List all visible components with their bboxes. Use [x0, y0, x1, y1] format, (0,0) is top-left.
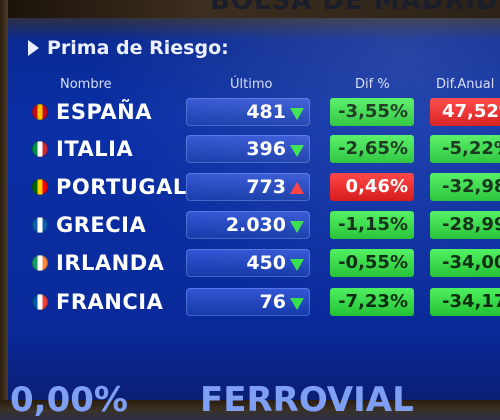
arrow-up-icon	[290, 182, 304, 194]
header-dif-annual: Dif.Anual	[436, 77, 495, 92]
last-value: 396	[246, 138, 286, 160]
dif-percent: -2,65%	[330, 135, 414, 163]
dif-percent: -0,55%	[330, 249, 414, 277]
flag-icon	[32, 255, 48, 271]
country-name: ITALIA	[56, 137, 134, 161]
last-value: 450	[246, 252, 286, 274]
arrow-down-icon	[290, 298, 304, 310]
bottom-ticker-value: 0,00%	[10, 380, 128, 420]
header-dif: Dif %	[355, 77, 390, 92]
monitor-top-frame	[0, 0, 500, 18]
section-title-label: Prima de Riesgo:	[47, 37, 229, 59]
dif-annual: -28,99%	[430, 211, 500, 239]
top-banner: BOLSA DE MADRID	[210, 0, 499, 16]
last-value-cell: 773	[186, 173, 310, 201]
arrow-down-icon	[290, 145, 304, 157]
dif-annual: -5,22%	[430, 135, 500, 163]
table-row: FRANCIA 76 -7,23% -34,17%	[0, 286, 500, 320]
dif-annual: 47,52%	[430, 98, 500, 126]
table-row: GRECIA 2.030 -1,15% -28,99%	[0, 209, 500, 243]
last-value-cell: 76	[186, 288, 310, 316]
flag-icon	[32, 141, 48, 157]
dif-percent: 0,46%	[330, 173, 414, 201]
dif-percent: -1,15%	[330, 211, 414, 239]
country-name: IRLANDA	[56, 251, 165, 275]
monitor-left-bezel	[0, 0, 8, 400]
last-value: 76	[259, 291, 286, 313]
country-name: PORTUGAL	[56, 175, 187, 199]
last-value-cell: 396	[186, 135, 310, 163]
country-name: FRANCIA	[56, 290, 164, 314]
dif-annual: -34,00%	[430, 249, 500, 277]
flag-icon	[32, 217, 48, 233]
table-row: ESPAÑA 481 -3,55% 47,52%	[0, 96, 500, 130]
flag-icon	[32, 294, 48, 310]
flag-icon	[32, 104, 48, 120]
play-icon	[28, 40, 39, 56]
last-value-cell: 481	[186, 98, 310, 126]
last-value: 481	[246, 101, 286, 123]
arrow-down-icon	[290, 221, 304, 233]
last-value: 773	[246, 176, 286, 198]
last-value-cell: 2.030	[186, 211, 310, 239]
table-row: ITALIA 396 -2,65% -5,22%	[0, 133, 500, 167]
bottom-ticker-name: FERROVIAL	[200, 380, 414, 420]
table-row: PORTUGAL 773 0,46% -32,98%	[0, 171, 500, 205]
arrow-down-icon	[290, 108, 304, 120]
dif-percent: -7,23%	[330, 288, 414, 316]
table-row: IRLANDA 450 -0,55% -34,00%	[0, 247, 500, 281]
dif-percent: -3,55%	[330, 98, 414, 126]
arrow-down-icon	[290, 259, 304, 271]
header-name: Nombre	[60, 77, 112, 92]
country-name: ESPAÑA	[56, 100, 153, 124]
header-last: Último	[230, 77, 273, 92]
dif-annual: -32,98%	[430, 173, 500, 201]
flag-icon	[32, 179, 48, 195]
dif-annual: -34,17%	[430, 288, 500, 316]
country-name: GRECIA	[56, 213, 147, 237]
last-value-cell: 450	[186, 249, 310, 277]
last-value: 2.030	[225, 214, 286, 236]
section-title: Prima de Riesgo:	[28, 37, 229, 59]
